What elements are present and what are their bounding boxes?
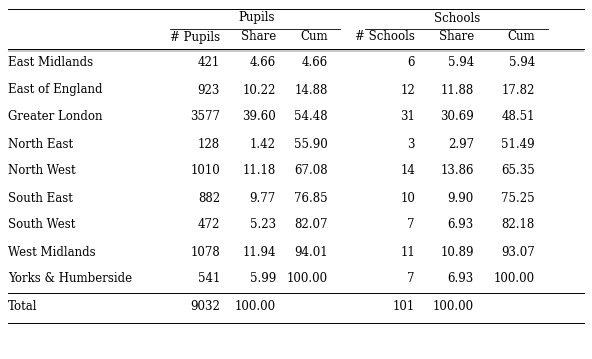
- Text: 100.00: 100.00: [494, 272, 535, 285]
- Text: 100.00: 100.00: [235, 300, 276, 313]
- Text: 10.22: 10.22: [243, 84, 276, 97]
- Text: 5.23: 5.23: [250, 219, 276, 232]
- Text: 7: 7: [407, 272, 415, 285]
- Text: West Midlands: West Midlands: [8, 246, 96, 258]
- Text: 5.94: 5.94: [448, 56, 474, 70]
- Text: 11: 11: [400, 246, 415, 258]
- Text: 94.01: 94.01: [294, 246, 328, 258]
- Text: 10: 10: [400, 191, 415, 205]
- Text: 5.99: 5.99: [250, 272, 276, 285]
- Text: 65.35: 65.35: [501, 164, 535, 177]
- Text: 1078: 1078: [190, 246, 220, 258]
- Text: 2.97: 2.97: [448, 137, 474, 150]
- Text: 14.88: 14.88: [295, 84, 328, 97]
- Text: North East: North East: [8, 137, 73, 150]
- Text: 13.86: 13.86: [440, 164, 474, 177]
- Text: 9.90: 9.90: [448, 191, 474, 205]
- Text: Total: Total: [8, 300, 37, 313]
- Text: 11.94: 11.94: [243, 246, 276, 258]
- Text: Greater London: Greater London: [8, 111, 102, 123]
- Text: 14: 14: [400, 164, 415, 177]
- Text: 101: 101: [392, 300, 415, 313]
- Text: 82.18: 82.18: [502, 219, 535, 232]
- Text: South East: South East: [8, 191, 73, 205]
- Text: Share: Share: [241, 31, 276, 43]
- Text: Share: Share: [439, 31, 474, 43]
- Text: 1010: 1010: [190, 164, 220, 177]
- Text: 17.82: 17.82: [501, 84, 535, 97]
- Text: 54.48: 54.48: [294, 111, 328, 123]
- Text: 10.89: 10.89: [440, 246, 474, 258]
- Text: # Pupils: # Pupils: [170, 31, 220, 43]
- Text: East Midlands: East Midlands: [8, 56, 93, 70]
- Text: Pupils: Pupils: [238, 11, 275, 24]
- Text: 82.07: 82.07: [294, 219, 328, 232]
- Text: 76.85: 76.85: [294, 191, 328, 205]
- Text: 1.42: 1.42: [250, 137, 276, 150]
- Text: 882: 882: [198, 191, 220, 205]
- Text: 9032: 9032: [190, 300, 220, 313]
- Text: Yorks & Humberside: Yorks & Humberside: [8, 272, 132, 285]
- Text: 11.88: 11.88: [441, 84, 474, 97]
- Text: Cum: Cum: [300, 31, 328, 43]
- Text: 5.94: 5.94: [509, 56, 535, 70]
- Text: Cum: Cum: [507, 31, 535, 43]
- Text: 100.00: 100.00: [287, 272, 328, 285]
- Text: 472: 472: [198, 219, 220, 232]
- Text: 93.07: 93.07: [501, 246, 535, 258]
- Text: 6.93: 6.93: [448, 219, 474, 232]
- Text: # Schools: # Schools: [355, 31, 415, 43]
- Text: 55.90: 55.90: [294, 137, 328, 150]
- Text: 923: 923: [198, 84, 220, 97]
- Text: 12: 12: [400, 84, 415, 97]
- Text: 7: 7: [407, 219, 415, 232]
- Text: 6: 6: [407, 56, 415, 70]
- Text: 39.60: 39.60: [242, 111, 276, 123]
- Text: 3: 3: [407, 137, 415, 150]
- Text: 11.18: 11.18: [243, 164, 276, 177]
- Text: North West: North West: [8, 164, 76, 177]
- Text: 421: 421: [198, 56, 220, 70]
- Text: 6.93: 6.93: [448, 272, 474, 285]
- Text: 67.08: 67.08: [294, 164, 328, 177]
- Text: 30.69: 30.69: [440, 111, 474, 123]
- Text: East of England: East of England: [8, 84, 102, 97]
- Text: 100.00: 100.00: [433, 300, 474, 313]
- Text: 9.77: 9.77: [250, 191, 276, 205]
- Text: 4.66: 4.66: [302, 56, 328, 70]
- Text: Schools: Schools: [435, 11, 481, 24]
- Text: 3577: 3577: [190, 111, 220, 123]
- Text: 51.49: 51.49: [501, 137, 535, 150]
- Text: 31: 31: [400, 111, 415, 123]
- Text: 4.66: 4.66: [250, 56, 276, 70]
- Text: 48.51: 48.51: [501, 111, 535, 123]
- Text: 75.25: 75.25: [501, 191, 535, 205]
- Text: South West: South West: [8, 219, 75, 232]
- Text: 541: 541: [198, 272, 220, 285]
- Text: 128: 128: [198, 137, 220, 150]
